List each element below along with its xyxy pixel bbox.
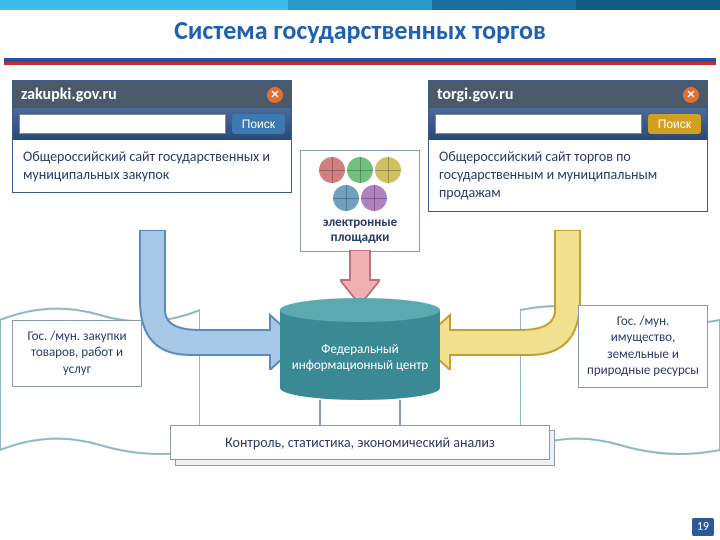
panel-torgi-body: Общероссийский сайт торгов по государств…: [429, 140, 707, 211]
panel-torgi: torgi.gov.ru ✕ Поиск Общероссийский сайт…: [428, 80, 708, 212]
panel-torgi-searchbar: Поиск: [429, 108, 707, 140]
platforms-label: электронные площадки: [307, 215, 413, 245]
search-button[interactable]: Поиск: [232, 114, 285, 134]
search-input[interactable]: [19, 114, 226, 134]
platforms-box: электронные площадки: [300, 150, 420, 252]
arrow-right-down: [420, 230, 600, 370]
panel-zakupki: zakupki.gov.ru ✕ Поиск Общероссийский са…: [12, 80, 292, 193]
side-box-left: Гос. /мун. закупки товаров, работ и услу…: [12, 320, 142, 387]
panel-zakupki-header: zakupki.gov.ru ✕: [13, 81, 291, 108]
panel-zakupki-url: zakupki.gov.ru: [21, 85, 117, 104]
panel-torgi-header: torgi.gov.ru ✕: [429, 81, 707, 108]
connector-down: [300, 400, 420, 430]
page-title: Система государственных торгов: [0, 14, 720, 46]
page-number: 19: [692, 518, 714, 536]
arrow-center-down: [340, 250, 380, 305]
close-icon[interactable]: ✕: [683, 87, 699, 103]
federal-center-cylinder: Федеральный информационный центр: [280, 310, 440, 400]
bottom-box: Контроль, статистика, экономический анал…: [170, 425, 550, 460]
panel-zakupki-searchbar: Поиск: [13, 108, 291, 140]
tricolor-band: [4, 55, 716, 65]
search-input[interactable]: [435, 114, 642, 134]
panel-torgi-url: torgi.gov.ru: [437, 85, 513, 104]
close-icon[interactable]: ✕: [267, 87, 283, 103]
arrow-left-down: [120, 230, 300, 370]
top-stripe: [0, 0, 720, 10]
platform-circles: [307, 157, 413, 211]
cylinder-label: Федеральный информационный центр: [288, 342, 432, 373]
side-box-right: Гос. /мун. имущество, земельные и природ…: [578, 305, 708, 388]
panel-zakupki-body: Общероссийский сайт государственных и му…: [13, 140, 291, 192]
search-button[interactable]: Поиск: [648, 114, 701, 134]
